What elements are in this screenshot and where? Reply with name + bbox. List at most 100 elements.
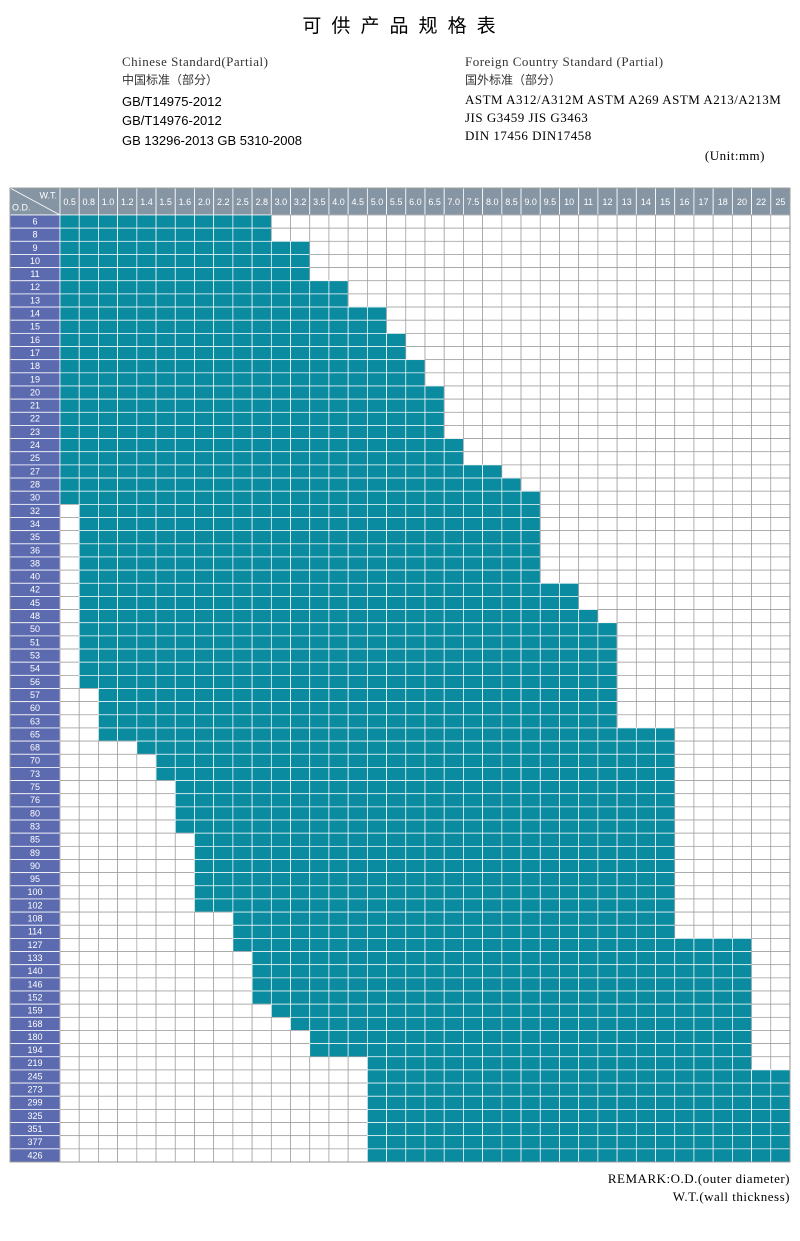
od-label: 159 xyxy=(27,1006,42,1016)
empty-cell xyxy=(655,477,676,492)
available-cell xyxy=(251,819,272,834)
empty-cell xyxy=(770,438,791,453)
empty-cell xyxy=(405,333,426,347)
od-label: 35 xyxy=(30,532,40,542)
empty-cell xyxy=(290,1122,311,1137)
available-cell xyxy=(367,832,387,847)
od-label: 100 xyxy=(27,887,42,897)
available-cell xyxy=(78,477,99,492)
available-cell xyxy=(136,425,157,439)
empty-cell xyxy=(367,293,387,308)
empty-cell xyxy=(59,872,80,887)
empty-cell xyxy=(463,306,483,321)
empty-cell xyxy=(732,438,752,453)
empty-cell xyxy=(732,267,752,282)
available-cell xyxy=(367,1069,387,1084)
available-cell xyxy=(674,1122,695,1137)
available-cell xyxy=(501,898,522,913)
available-cell xyxy=(290,635,311,650)
available-cell xyxy=(405,385,426,400)
available-cell xyxy=(347,977,368,992)
empty-cell xyxy=(155,1122,176,1137)
empty-cell xyxy=(78,806,99,821)
available-cell xyxy=(290,938,311,952)
available-cell xyxy=(520,688,541,703)
available-cell xyxy=(98,530,118,545)
available-cell xyxy=(463,806,483,821)
empty-cell xyxy=(770,425,791,439)
empty-cell xyxy=(328,254,349,268)
available-cell xyxy=(309,780,330,795)
available-cell xyxy=(559,806,580,821)
empty-cell xyxy=(693,359,714,374)
available-cell xyxy=(597,911,618,926)
empty-cell xyxy=(751,596,772,610)
available-cell xyxy=(270,477,291,492)
available-cell xyxy=(559,740,580,755)
empty-cell xyxy=(770,740,791,755)
available-cell xyxy=(443,451,464,466)
empty-cell xyxy=(712,411,733,426)
empty-cell xyxy=(155,990,176,1005)
available-cell xyxy=(367,806,387,821)
available-cell xyxy=(328,1030,349,1044)
empty-cell xyxy=(539,267,560,282)
available-cell xyxy=(309,951,330,966)
available-cell xyxy=(578,1095,599,1110)
empty-cell xyxy=(213,1056,234,1071)
empty-cell xyxy=(693,227,714,242)
available-cell xyxy=(655,859,676,873)
available-cell xyxy=(347,688,368,703)
empty-cell xyxy=(770,911,791,926)
available-cell xyxy=(328,977,349,992)
available-cell xyxy=(328,569,349,584)
empty-cell xyxy=(770,254,791,268)
empty-cell xyxy=(251,1148,272,1163)
available-cell xyxy=(367,596,387,610)
empty-cell xyxy=(770,569,791,584)
empty-cell xyxy=(616,556,637,571)
empty-cell xyxy=(674,214,695,229)
empty-cell xyxy=(635,635,656,650)
empty-cell xyxy=(501,398,522,413)
available-cell xyxy=(482,1122,503,1137)
available-cell xyxy=(539,1056,560,1071)
empty-cell xyxy=(712,806,733,821)
available-cell xyxy=(194,214,215,229)
empty-cell xyxy=(693,517,714,532)
empty-cell xyxy=(405,240,426,255)
empty-cell xyxy=(578,280,599,295)
available-cell xyxy=(424,911,445,926)
available-cell xyxy=(251,254,272,268)
available-cell xyxy=(405,951,426,966)
available-cell xyxy=(309,938,330,952)
available-cell xyxy=(78,319,99,334)
available-cell xyxy=(251,319,272,334)
available-cell xyxy=(309,990,330,1005)
available-cell xyxy=(559,1069,580,1084)
available-cell xyxy=(78,661,99,676)
available-cell xyxy=(443,898,464,913)
empty-cell xyxy=(635,411,656,426)
empty-cell xyxy=(674,319,695,334)
empty-cell xyxy=(655,582,676,597)
empty-cell xyxy=(117,740,138,755)
empty-cell xyxy=(78,1082,99,1097)
empty-cell xyxy=(770,530,791,545)
empty-cell xyxy=(712,924,733,939)
available-cell xyxy=(251,938,272,952)
empty-cell xyxy=(136,924,157,939)
empty-cell xyxy=(501,372,522,387)
available-cell xyxy=(712,1135,733,1150)
empty-cell xyxy=(693,490,714,505)
right-line: DIN 17456 DIN17458 xyxy=(465,128,592,143)
empty-cell xyxy=(751,569,772,584)
available-cell xyxy=(597,872,618,887)
available-cell xyxy=(405,688,426,703)
available-cell xyxy=(174,635,195,650)
available-cell xyxy=(597,1109,618,1123)
empty-cell xyxy=(751,1003,772,1018)
available-cell xyxy=(117,714,138,729)
available-cell xyxy=(635,767,656,781)
od-label: 14 xyxy=(30,309,40,319)
